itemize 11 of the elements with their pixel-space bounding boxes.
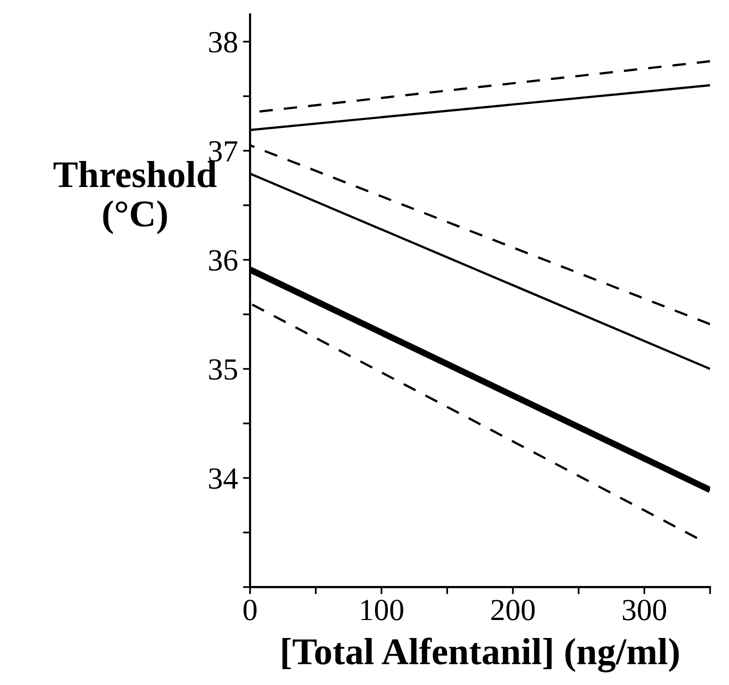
x-tick-label: 0	[244, 600, 257, 620]
x-tick-label: 300	[622, 600, 666, 620]
y-tick-label: 38	[209, 32, 238, 53]
y-tick-label: 35	[209, 359, 238, 380]
y-tick-label: 36	[209, 250, 238, 271]
x-tick-label: 200	[491, 600, 535, 620]
y-tick-label: 34	[209, 468, 238, 489]
y-axis-title: Threshold (°C)	[54, 161, 217, 234]
y-tick-label: 37	[209, 141, 238, 162]
x-axis-title: [Total Alfentanil] (ng/ml)	[282, 638, 679, 672]
x-tick-label: 100	[361, 600, 404, 620]
